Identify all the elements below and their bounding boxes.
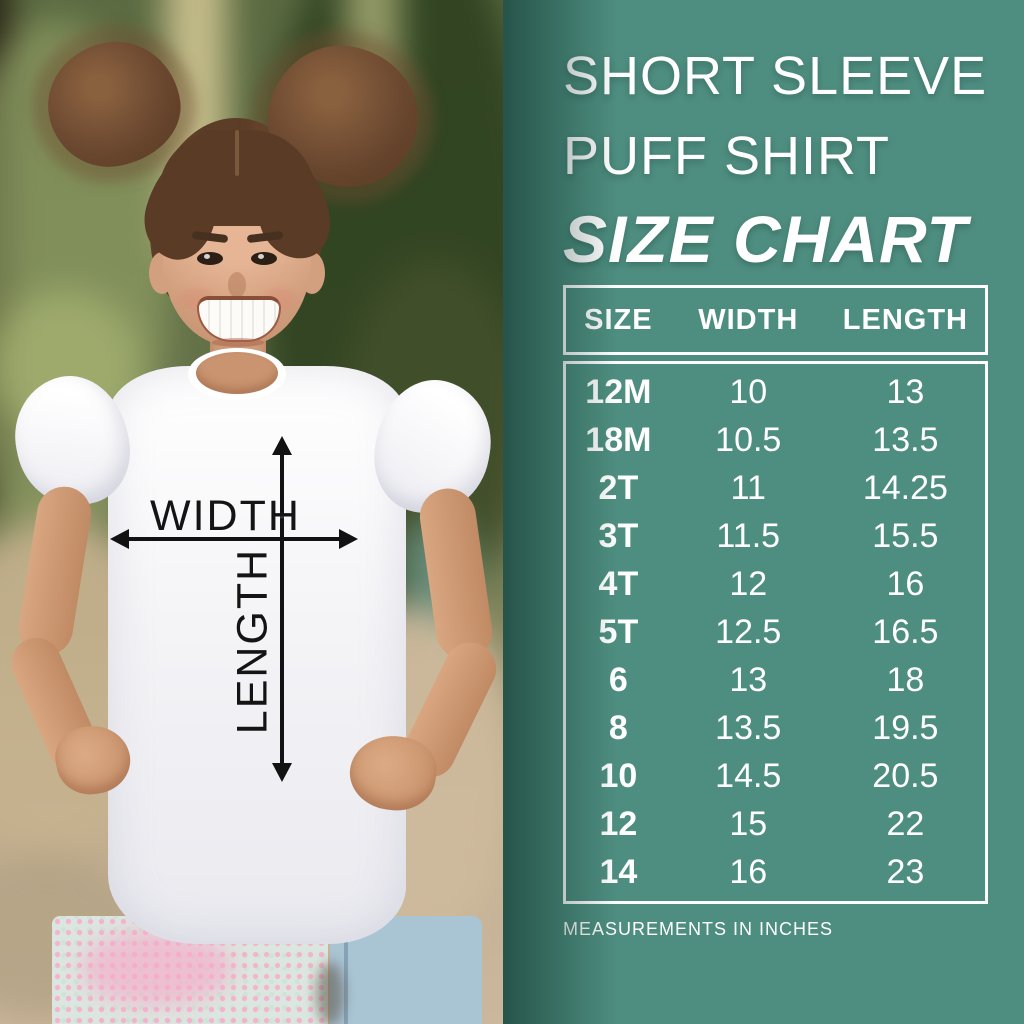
size-cell: 18M [585,421,652,459]
size-cell: 14 [599,853,638,891]
width-cell: 11 [730,469,766,507]
shirt-neckline [196,352,278,394]
size-cell: 3T [598,517,639,555]
product-photo: WIDTH LENGTH [0,0,503,1024]
size-cell: 2T [598,469,639,507]
eye-left [197,252,223,265]
length-cell: 23 [886,853,925,891]
hair-bun-left [40,33,188,175]
size-table-header: SIZE WIDTH LENGTH [563,285,988,355]
eye-right [251,252,277,265]
width-cell: 15 [729,805,768,843]
column-header-size: SIZE [584,303,653,336]
length-arrow [272,436,292,782]
table-row: 18M 10.5 13.5 [566,421,985,460]
width-cell: 12 [729,565,768,603]
width-cell: 14.5 [715,757,782,795]
size-cell: 6 [608,661,628,699]
length-cell: 20.5 [872,757,939,795]
title-line-3: SIZE CHART [563,202,968,276]
width-cell: 11.5 [716,517,781,555]
nose [228,272,246,298]
width-arrow [110,529,358,549]
title-line-1: SHORT SLEEVE [563,46,988,106]
size-cell: 12 [599,805,638,843]
table-row: 8 13.5 19.5 [566,709,985,748]
table-row: 3T 11.5 15.5 [566,517,985,556]
width-cell: 16 [729,853,768,891]
length-cell: 13 [886,373,925,411]
length-cell: 18 [886,661,925,699]
length-cell: 22 [886,805,925,843]
width-measurement-label: WIDTH [150,492,301,540]
title-line-2: PUFF SHIRT [563,126,891,186]
size-table: SIZE WIDTH LENGTH 12M 10 13 18M 10.5 13.… [563,285,988,904]
smile [197,296,281,342]
column-header-length: LENGTH [842,303,968,336]
length-cell: 14.25 [862,469,948,507]
table-row: 4T 12 16 [566,565,985,604]
lower-lip [212,338,264,347]
table-row: 12 15 22 [566,805,985,844]
size-cell: 10 [599,757,638,795]
length-cell: 13.5 [872,421,939,459]
jeans-shadow [316,962,344,1024]
size-cell: 5T [598,613,639,651]
page-title: SHORT SLEEVE PUFF SHIRT SIZE CHART [563,36,1004,282]
size-table-body: 12M 10 13 18M 10.5 13.5 2T 11 14.25 3T 1… [563,361,988,904]
size-cell: 4T [598,565,639,603]
white-puff-shirt [108,366,406,944]
size-chart-panel: SHORT SLEEVE PUFF SHIRT SIZE CHART SIZE … [503,0,1024,1024]
length-measurement-label: LENGTH [228,547,277,735]
width-cell: 12.5 [715,613,782,651]
table-row: 10 14.5 20.5 [566,757,985,796]
table-row: 2T 11 14.25 [566,469,985,508]
table-row: 14 16 23 [566,853,985,892]
size-cell: 12M [585,373,652,411]
length-cell: 16 [886,565,925,603]
width-cell: 10.5 [715,421,782,459]
table-row: 12M 10 13 [566,373,985,412]
length-cell: 16.5 [872,613,939,651]
table-row: 5T 12.5 16.5 [566,613,985,652]
length-cell: 15.5 [872,517,939,555]
length-cell: 19.5 [872,709,939,747]
width-cell: 13 [729,661,768,699]
column-header-width: WIDTH [698,303,799,336]
table-row: 6 13 18 [566,661,985,700]
units-footnote: MEASUREMENTS IN INCHES [563,919,834,939]
width-cell: 13.5 [715,709,782,747]
size-cell: 8 [608,709,628,747]
width-cell: 10 [729,373,768,411]
